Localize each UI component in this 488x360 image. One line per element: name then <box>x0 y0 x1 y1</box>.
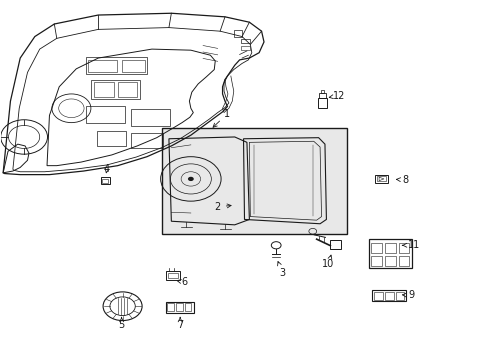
Bar <box>94 82 114 97</box>
Text: 6: 6 <box>177 277 187 287</box>
Bar <box>161 128 346 234</box>
Text: 5: 5 <box>118 318 124 330</box>
Bar <box>97 131 126 146</box>
Bar <box>384 243 395 253</box>
Bar <box>86 57 147 74</box>
Text: 9: 9 <box>402 291 414 301</box>
Text: 1: 1 <box>213 109 230 127</box>
Bar <box>91 80 140 99</box>
Bar <box>330 240 340 249</box>
Bar <box>240 39 250 43</box>
Bar <box>374 175 387 183</box>
Bar <box>376 176 385 181</box>
Bar <box>370 256 381 266</box>
Bar <box>118 82 137 97</box>
Bar <box>317 98 327 108</box>
Circle shape <box>187 177 193 181</box>
Text: 8: 8 <box>396 175 407 185</box>
Bar <box>122 59 145 72</box>
Text: 11: 11 <box>402 240 420 250</box>
Bar <box>131 109 170 126</box>
Bar <box>368 239 411 268</box>
Text: 10: 10 <box>322 255 334 269</box>
Text: 3: 3 <box>277 262 285 278</box>
Bar <box>88 59 117 72</box>
Bar <box>166 271 180 280</box>
Text: 7: 7 <box>177 318 183 330</box>
Bar <box>398 243 408 253</box>
Bar <box>131 133 163 148</box>
Bar <box>184 303 191 311</box>
Bar <box>395 292 404 300</box>
Bar <box>240 46 250 50</box>
Bar <box>319 93 325 98</box>
Bar <box>373 292 382 300</box>
Bar <box>175 303 182 311</box>
Bar <box>371 291 406 301</box>
Bar <box>101 177 110 184</box>
Text: 2: 2 <box>214 202 231 212</box>
Text: 4: 4 <box>104 164 110 174</box>
Bar <box>384 256 395 266</box>
Bar <box>233 30 241 37</box>
Bar <box>398 256 408 266</box>
Bar <box>86 106 125 123</box>
Bar <box>168 273 178 278</box>
Bar <box>370 243 381 253</box>
Bar <box>102 179 108 183</box>
Bar <box>165 302 193 313</box>
Bar <box>384 292 393 300</box>
Bar <box>320 90 324 93</box>
Text: 12: 12 <box>328 91 345 101</box>
Bar <box>166 303 173 311</box>
